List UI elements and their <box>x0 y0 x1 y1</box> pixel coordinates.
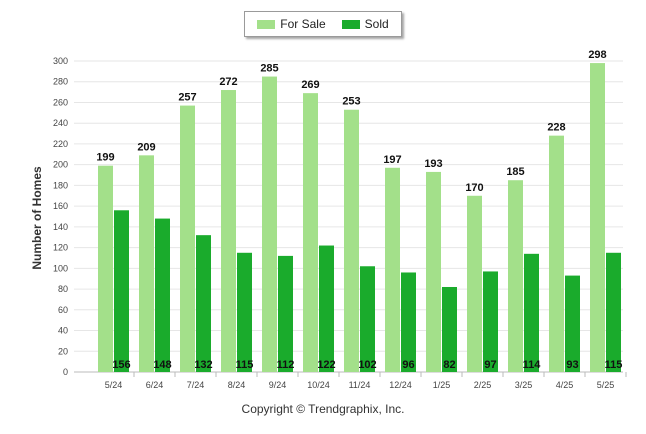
bar-sold[interactable] <box>483 271 498 372</box>
y-tick-label: 140 <box>53 222 68 232</box>
bar-for-sale[interactable] <box>549 135 564 372</box>
bar-for-sale[interactable] <box>590 63 605 372</box>
bar-for-sale[interactable] <box>98 165 113 372</box>
copyright-text: Copyright © Trendgraphix, Inc. <box>241 402 405 416</box>
bar-sold[interactable] <box>524 253 539 372</box>
data-label-sold: 96 <box>402 359 414 371</box>
bar-for-sale[interactable] <box>426 171 441 372</box>
x-tick-label: 4/25 <box>556 380 574 390</box>
bar-for-sale[interactable] <box>508 180 523 372</box>
data-label-sold: 115 <box>605 359 623 371</box>
data-label-for-sale: 257 <box>178 92 196 104</box>
data-label-sold: 112 <box>277 359 295 371</box>
y-tick-label: 300 <box>53 56 68 66</box>
legend-swatch-sold <box>341 19 360 29</box>
x-tick-label: 12/24 <box>389 380 412 390</box>
x-tick-label: 1/25 <box>433 380 451 390</box>
bar-sold[interactable] <box>196 235 211 372</box>
data-label-for-sale: 272 <box>219 76 237 88</box>
legend-item-for-sale[interactable]: For Sale <box>257 17 326 31</box>
data-label-for-sale: 170 <box>465 182 483 194</box>
bar-sold[interactable] <box>278 255 293 372</box>
data-label-sold: 122 <box>317 359 335 371</box>
bar-for-sale[interactable] <box>467 195 482 372</box>
y-tick-label: 80 <box>58 284 68 294</box>
bar-sold[interactable] <box>606 252 621 372</box>
bar-sold[interactable] <box>360 266 375 372</box>
x-tick-label: 8/24 <box>228 380 246 390</box>
bar-sold[interactable] <box>565 275 580 372</box>
data-label-for-sale: 298 <box>588 49 606 61</box>
bars <box>98 63 621 373</box>
data-label-for-sale: 285 <box>260 63 278 75</box>
legend: For Sale Sold <box>244 11 402 37</box>
x-tick-label: 2/25 <box>474 380 492 390</box>
bar-for-sale[interactable] <box>221 90 236 372</box>
data-label-sold: 114 <box>523 359 542 371</box>
y-tick-label: 200 <box>53 160 68 170</box>
bar-for-sale[interactable] <box>180 105 195 373</box>
y-tick-label: 220 <box>53 139 68 149</box>
data-label-for-sale: 197 <box>383 154 401 166</box>
x-tick-label: 9/24 <box>269 380 287 390</box>
y-tick-label: 240 <box>53 118 68 128</box>
data-label-sold: 97 <box>484 359 496 371</box>
y-axis: 0 20 40 60 80 100 120 140 160 180 200 220 240 260 280 3… <box>53 56 68 377</box>
y-tick-label: 160 <box>53 201 68 211</box>
bar-sold[interactable] <box>401 272 416 372</box>
data-label-for-sale: 193 <box>424 158 442 170</box>
data-label-sold: 132 <box>194 359 212 371</box>
data-label-for-sale: 209 <box>137 141 155 153</box>
x-tick-label: 5/25 <box>597 380 615 390</box>
y-tick-label: 260 <box>53 97 68 107</box>
x-tick-label: 11/24 <box>349 380 371 390</box>
bar-sold[interactable] <box>442 286 457 372</box>
legend-item-sold[interactable]: Sold <box>341 17 389 31</box>
bar-for-sale[interactable] <box>262 76 277 373</box>
data-label-sold: 156 <box>112 359 130 371</box>
legend-swatch-for-sale <box>257 19 276 29</box>
data-labels: 199 156 209 148 257 132 272 115 285 112 269 122 253 1… <box>96 49 622 371</box>
data-label-for-sale: 269 <box>301 79 319 91</box>
data-label-sold: 82 <box>443 359 455 371</box>
y-tick-label: 180 <box>53 180 68 190</box>
data-label-for-sale: 199 <box>96 152 114 164</box>
bar-sold[interactable] <box>114 210 129 372</box>
bar-for-sale[interactable] <box>139 155 154 372</box>
x-axis: 5/24 6/24 7/24 8/24 9/24 10/24 11/24 12/24 1/25 2… <box>105 372 627 390</box>
data-label-for-sale: 185 <box>506 166 524 178</box>
bar-for-sale[interactable] <box>303 93 318 373</box>
legend-label-sold: Sold <box>364 17 389 31</box>
bar-sold[interactable] <box>155 218 170 372</box>
x-tick-label: 7/24 <box>187 380 205 390</box>
y-tick-label: 40 <box>58 326 68 336</box>
data-label-sold: 115 <box>236 359 254 371</box>
x-tick-label: 5/24 <box>105 380 123 390</box>
bar-for-sale[interactable] <box>344 109 359 373</box>
y-tick-label: 0 <box>63 367 68 377</box>
y-tick-label: 20 <box>58 346 68 356</box>
data-label-for-sale: 228 <box>547 122 565 134</box>
data-label-sold: 102 <box>358 359 376 371</box>
data-label-sold: 148 <box>153 359 171 371</box>
y-axis-label: Number of Homes <box>30 166 44 270</box>
y-tick-label: 120 <box>53 243 68 253</box>
x-tick-label: 6/24 <box>146 380 164 390</box>
legend-label-for-sale: For Sale <box>280 17 326 31</box>
bar-sold[interactable] <box>319 245 334 372</box>
bar-for-sale[interactable] <box>385 167 400 372</box>
x-tick-label: 3/25 <box>515 380 533 390</box>
y-tick-label: 280 <box>53 77 68 87</box>
y-tick-label: 100 <box>53 263 68 273</box>
y-tick-label: 60 <box>58 305 68 315</box>
data-label-for-sale: 253 <box>342 96 360 108</box>
bar-sold[interactable] <box>237 252 252 372</box>
data-label-sold: 93 <box>566 359 578 371</box>
x-tick-label: 10/24 <box>307 380 330 390</box>
